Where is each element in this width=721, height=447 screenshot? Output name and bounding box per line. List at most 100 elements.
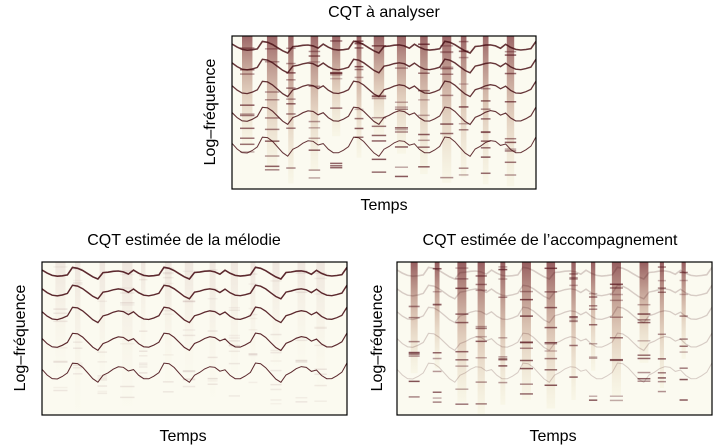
harmonic-curve [232,136,536,157]
partial [408,305,420,307]
partial [544,326,558,329]
partial [286,62,296,65]
onset-stripe [297,262,306,369]
panel-frame [41,261,348,416]
partial [308,120,321,123]
partial [657,333,666,336]
onset-stripe [482,36,489,185]
panel-main: CQT à analyser Temps Log–fréquence [202,4,537,214]
partial [504,150,517,152]
partial [371,140,387,142]
partial [98,391,108,393]
onset-stripe [546,262,556,409]
partial [679,378,688,381]
partial [657,287,666,289]
partial [97,377,108,380]
partial [455,403,469,405]
partial [295,361,308,363]
onset-stripe [639,262,649,363]
partial [588,357,598,359]
partial [270,369,282,372]
partial [569,376,578,378]
partial [480,131,491,134]
partial [182,378,196,380]
partial [440,123,454,125]
partial [440,67,454,70]
partial [475,356,487,359]
partial [240,73,255,75]
partial [207,330,218,332]
partial [97,392,108,395]
partial [418,139,430,142]
partial [182,370,196,372]
partial [371,125,387,128]
harmonic-curve [42,266,347,280]
partial [519,367,533,370]
partial [544,267,558,270]
panel-melody: CQT estimée de la mélodie Temps Log–fréq… [12,232,348,445]
partial [480,100,491,102]
onset-stripe [74,262,81,412]
harmonic-curve [232,40,536,54]
partial [53,347,68,349]
partial [657,390,666,393]
partial [248,354,258,357]
partial [498,365,508,367]
partial [97,385,108,387]
partial [637,319,651,321]
partial [455,359,469,361]
x-axis-label: Temps [360,197,407,214]
partial [228,334,240,337]
partial [504,54,517,56]
partial [120,292,135,294]
partial [519,298,533,301]
partial [120,270,135,272]
partial [330,72,343,75]
partial [182,329,196,331]
partial [270,388,282,391]
partial [418,114,430,117]
partial [270,383,282,386]
partial [432,290,442,293]
partial [314,327,327,330]
partial [657,266,666,268]
onset-stripe [99,262,106,390]
partial [286,72,296,74]
partial [394,166,409,168]
onset-stripe [373,36,385,136]
onset-stripe [571,262,576,400]
partial [408,396,420,398]
partial [418,133,430,136]
partial [480,172,491,175]
onset-stripe [457,262,467,403]
partial [286,167,296,169]
partial [371,97,387,100]
panel-title: CQT estimée de l’accompagnement [423,232,678,249]
partial [314,344,327,347]
harmonic-curve [397,362,712,383]
partial [657,380,666,383]
partial [458,83,469,85]
partial [519,341,533,344]
partial [163,283,174,285]
partial [120,304,135,306]
partial [207,383,218,386]
partial [371,116,387,119]
partial [97,361,108,363]
partial [308,137,321,140]
partial [248,283,258,285]
partial [440,73,454,75]
partial [432,267,442,270]
partial [162,381,174,383]
partial [394,131,409,133]
partial [286,87,296,89]
partial [432,370,442,373]
partial [498,358,508,360]
partial [139,376,148,379]
partial [354,117,364,120]
partial [286,79,296,81]
partial [394,128,409,131]
partial [544,384,558,387]
partial [120,343,135,345]
